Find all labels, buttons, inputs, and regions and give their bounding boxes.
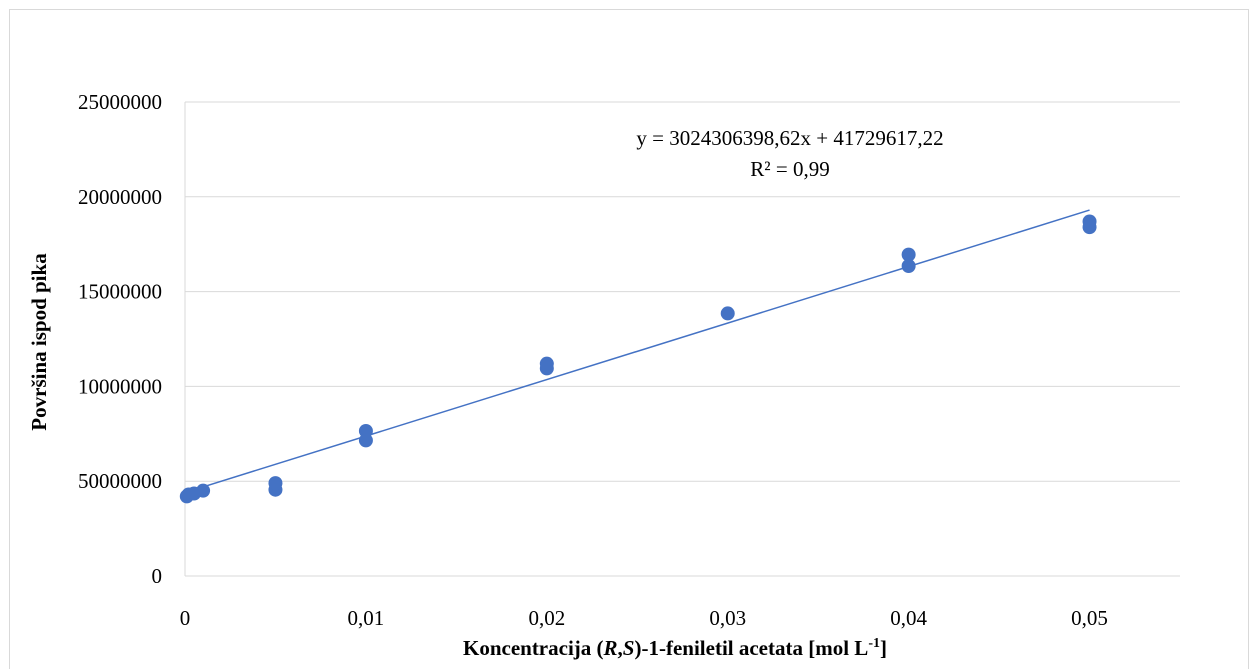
x-axis-title-italic-r: R [603,636,618,660]
data-point [720,306,735,321]
x-tick-label: 0,04 [890,606,927,630]
chart-frame [9,9,1249,669]
r-squared-label: R² = 0,99 [750,157,829,181]
y-axis-title: Površina ispod pika [27,253,51,431]
y-tick-label: 20000000 [78,185,162,209]
x-axis-title-suffix: ] [880,636,887,660]
data-point [901,247,916,262]
data-point [901,259,916,274]
data-points [179,214,1097,504]
data-point [1082,214,1097,229]
gridlines [185,101,1180,577]
x-tick-label: 0,01 [348,606,385,630]
y-tick-label: 25000000 [78,90,162,114]
y-tick-label: 0 [152,564,163,588]
y-tick-labels: 0 50000000 10000000 15000000 20000000 2500000… [78,90,162,588]
x-tick-label: 0,03 [709,606,746,630]
x-axis-title-middle: )-1-feniletil acetata [mol L [634,636,868,660]
y-tick-label: 15000000 [78,280,162,304]
linear-trendline [184,209,1090,494]
x-axis-title-italic-s: S [623,636,635,660]
x-axis-title-superscript: -1 [868,636,880,651]
y-tick-label: 10000000 [78,374,162,398]
x-tick-label: 0,02 [528,606,565,630]
trendline-layer [184,209,1090,494]
data-point [358,423,373,438]
data-point [539,356,554,371]
data-point [196,483,211,498]
x-axis-title-comma: , [618,636,623,660]
x-tick-label: 0,05 [1071,606,1108,630]
x-axis-title-prefix: Koncentracija ( [463,636,604,660]
y-tick-label: 50000000 [78,469,162,493]
x-axis-title: Koncentracija (R,S)-1-feniletil acetata … [463,636,887,660]
data-point [268,476,283,491]
x-tick-label: 0 [180,606,191,630]
trendline-equation: y = 3024306398,62x + 41729617,22 [636,126,943,150]
x-tick-labels: 0 0,01 0,02 0,03 0,04 0,05 [180,606,1108,630]
